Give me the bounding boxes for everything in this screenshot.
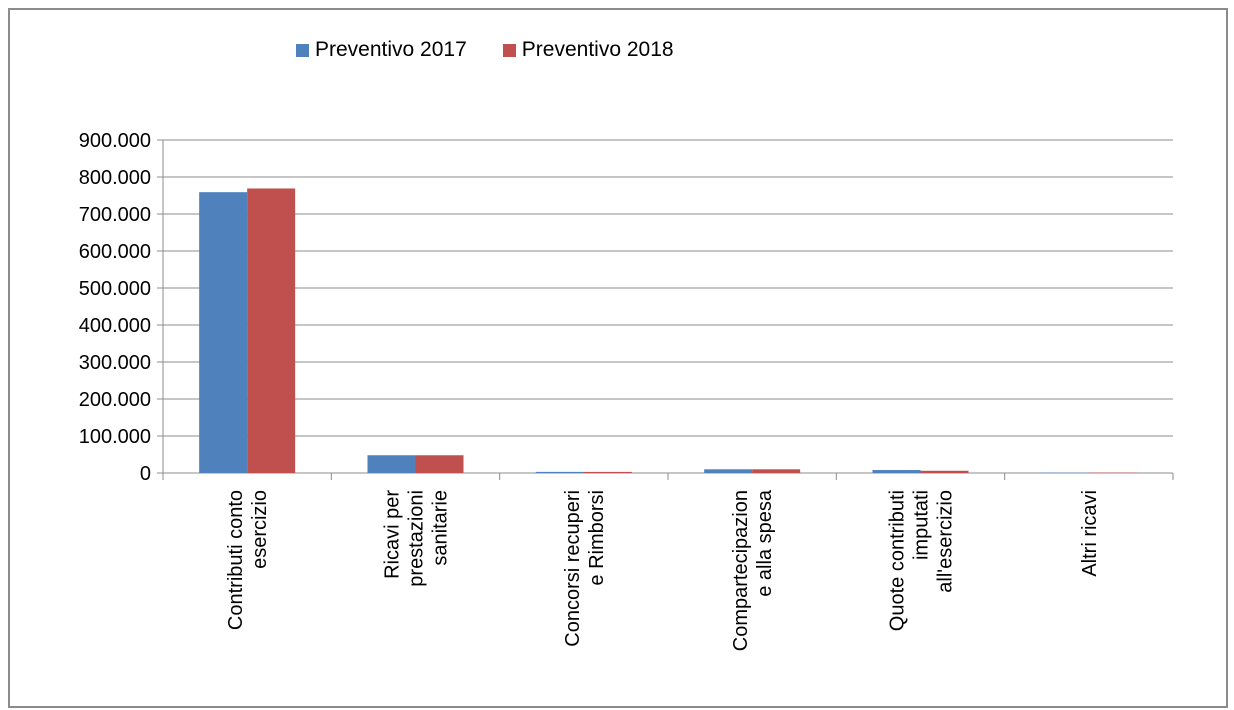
legend-label-2017: Preventivo 2017 [315, 38, 467, 61]
y-tick-label: 200.000 [79, 389, 151, 411]
bar [920, 470, 969, 473]
y-tick-label: 900.000 [79, 130, 151, 152]
bar [872, 470, 921, 473]
y-tick-label: 700.000 [79, 204, 151, 226]
category-label-line: Altri ricavi [1079, 490, 1101, 577]
y-tick-label: 600.000 [79, 241, 151, 263]
category-label: Compartecipazion e alla spesa [730, 489, 776, 651]
category-label-line: Ricavi per [382, 490, 404, 579]
y-tick-label: 500.000 [79, 278, 151, 300]
y-tick-label: 400.000 [79, 315, 151, 337]
legend-item-2018: Preventivo 2018 [502, 38, 674, 62]
y-tick-label: 800.000 [79, 167, 151, 189]
legend-label-2018: Preventivo 2018 [521, 38, 674, 61]
category-label: Ricavi per prestazioni sanitarie [382, 490, 452, 587]
bar [583, 471, 632, 473]
category-label-line: e alla spesa [754, 489, 776, 597]
bar [704, 469, 753, 473]
category-label: Contributi conto esercizio [225, 490, 271, 630]
category-label-line: sanitarie [430, 490, 452, 566]
legend-item-2017: Preventivo 2017 [296, 38, 467, 62]
category-label-line: prestazioni [406, 490, 428, 587]
legend-swatch-2018 [502, 43, 516, 57]
bar [752, 469, 801, 473]
bar [367, 455, 416, 473]
y-tick-label: 100.000 [79, 426, 151, 448]
bar [415, 455, 464, 473]
y-tick-label: 300.000 [79, 352, 151, 374]
category-label-line: e Rimborsi [586, 490, 608, 586]
legend-swatch-2017 [296, 43, 309, 57]
category-label-line: Contributi conto [225, 490, 247, 630]
category-label-line: imputati [911, 490, 933, 560]
category-label-line: esercizio [249, 490, 271, 569]
category-label: Concorsi recuperi e Rimborsi [562, 490, 608, 647]
category-label: Quote contributi imputati all'esercizio [887, 490, 957, 631]
category-label-line: Concorsi recuperi [562, 490, 584, 647]
bar [535, 471, 584, 473]
bar [247, 188, 296, 473]
y-tick-label: 0 [140, 463, 151, 485]
category-label: Altri ricavi [1079, 490, 1101, 577]
category-label-line: Quote contributi [887, 490, 909, 631]
bar [199, 192, 248, 474]
chart-legend: Preventivo 2017 Preventivo 2018 [296, 38, 674, 62]
category-label-line: all'esercizio [935, 490, 957, 593]
category-label-line: Compartecipazion [730, 490, 752, 651]
